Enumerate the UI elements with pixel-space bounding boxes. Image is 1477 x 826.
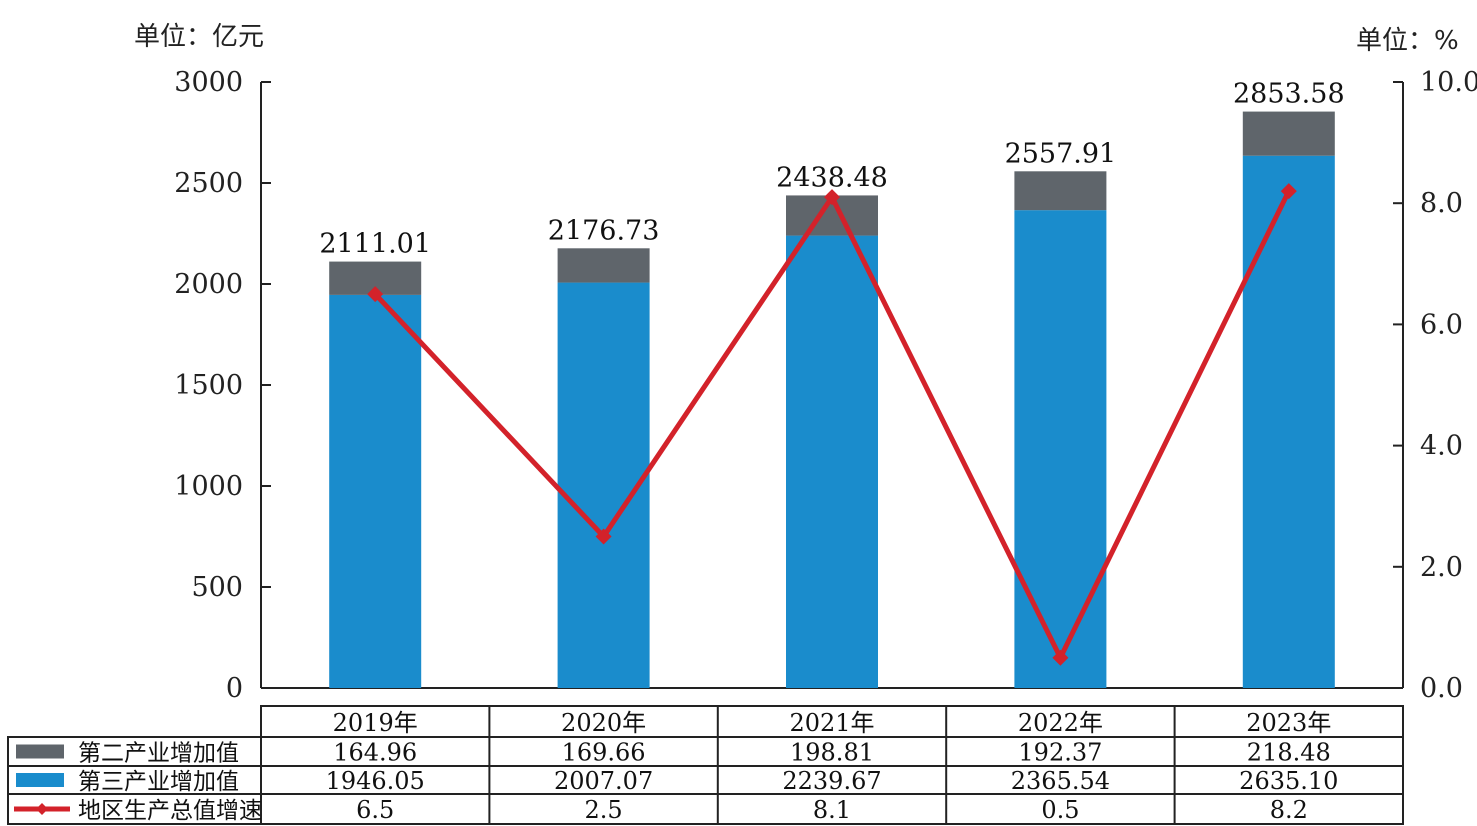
- axes: 0 500 1000 1500 2000 2500 3000 0.0 2.0 4.0 6.0 8.0 1…: [174, 67, 1477, 704]
- table-value-cell: 169.66: [562, 739, 646, 767]
- table-value-cell: 2365.54: [1011, 767, 1110, 795]
- right-tick-label: 10.0: [1420, 67, 1477, 98]
- growth-point: [367, 286, 384, 303]
- right-tick-label: 8.0: [1420, 188, 1463, 219]
- table-header-cell: 2023年: [1246, 709, 1331, 737]
- bar-total-label: 2557.91: [1005, 138, 1117, 169]
- table-value-cell: 2239.67: [782, 767, 881, 795]
- left-tick-label: 1000: [174, 471, 243, 502]
- bars: [329, 111, 1335, 689]
- left-tick-label: 2500: [174, 168, 243, 199]
- bar-tertiary: [786, 235, 878, 688]
- bar-tertiary: [329, 294, 422, 688]
- table-header-cell: 2021年: [789, 709, 874, 737]
- legend-label: 第三产业增加值: [78, 769, 239, 795]
- bar-total-label: 2111.01: [319, 229, 431, 260]
- growth-line: [367, 183, 1297, 666]
- legend-marker: [36, 803, 48, 815]
- growth-point: [1280, 183, 1297, 200]
- growth-point: [1052, 649, 1069, 666]
- table-value-cell: 192.37: [1018, 739, 1102, 767]
- left-tick-label: 3000: [174, 67, 243, 98]
- right-tick-label: 0.0: [1420, 673, 1463, 704]
- table-value-cell: 218.48: [1247, 739, 1331, 767]
- table-value-cell: 6.5: [356, 796, 394, 824]
- bar-total-label: 2438.48: [776, 162, 888, 193]
- right-tick-label: 6.0: [1420, 309, 1463, 340]
- table-value-cell: 2635.10: [1239, 767, 1338, 795]
- right-tick-label: 2.0: [1420, 552, 1463, 583]
- right-tick-label: 4.0: [1420, 431, 1463, 462]
- table-value-cell: 198.81: [790, 739, 874, 767]
- table-value-cell: 0.5: [1041, 796, 1079, 824]
- right-axis-unit: 单位：%: [1356, 26, 1459, 56]
- bar-secondary: [1242, 111, 1335, 156]
- table-value-cell: 2007.07: [554, 767, 653, 795]
- table-value-cell: 8.2: [1270, 796, 1308, 824]
- left-tick-label: 2000: [174, 269, 243, 300]
- total-labels: 2111.01 2176.73 2438.48 2557.91 2853.58: [319, 79, 1344, 260]
- left-tick-label: 0: [226, 673, 243, 704]
- left-tick-label: 1500: [174, 370, 243, 401]
- bar-secondary: [1014, 171, 1107, 211]
- table-value-cell: 2.5: [585, 796, 623, 824]
- bar-total-label: 2176.73: [548, 215, 660, 246]
- table-header-cell: 2020年: [561, 709, 646, 737]
- bar-tertiary: [1014, 210, 1107, 688]
- table-value-cell: 164.96: [333, 739, 417, 767]
- table-value-cell: 8.1: [813, 796, 851, 824]
- bar-total-label: 2853.58: [1233, 79, 1345, 110]
- left-tick-label: 500: [191, 572, 243, 603]
- table-header-cell: 2022年: [1018, 709, 1103, 737]
- legend-swatch: [16, 744, 64, 759]
- legend-label: 地区生产总值增速: [78, 798, 262, 824]
- growth-point: [824, 189, 840, 206]
- bar-secondary: [557, 248, 650, 283]
- legend-label: 第二产业增加值: [78, 741, 239, 767]
- legend-swatch: [16, 773, 64, 787]
- growth-point: [595, 528, 612, 545]
- table-value-cell: 1946.05: [326, 767, 425, 795]
- left-axis-unit: 单位：亿元: [134, 22, 265, 52]
- bar-tertiary: [1242, 155, 1335, 689]
- table-header-cell: 2019年: [333, 709, 418, 737]
- bar-tertiary: [557, 282, 650, 688]
